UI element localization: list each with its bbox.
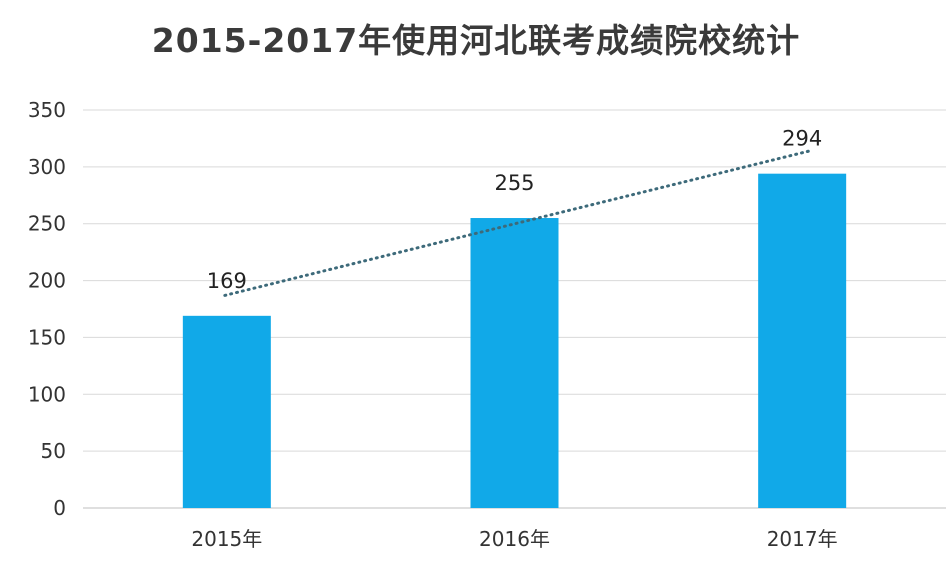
bar-1: [470, 218, 559, 508]
data-label: 255: [494, 171, 534, 195]
trendline-group: [223, 148, 814, 297]
y-tick-label: 50: [41, 439, 66, 463]
y-tick-label: 250: [28, 212, 66, 236]
y-tick-label: 350: [28, 98, 66, 122]
y-tick-label: 100: [28, 382, 66, 406]
x-tick-label: 2015年: [191, 527, 262, 551]
data-label: 169: [207, 269, 247, 293]
y-tick-label: 0: [53, 496, 66, 520]
data-labels: 169 255 294: [207, 127, 822, 293]
x-axis-ticks: 2015年 2016年 2017年: [191, 527, 837, 551]
data-label: 294: [782, 127, 822, 151]
bar-0: [182, 315, 271, 508]
x-tick-label: 2017年: [767, 527, 838, 551]
y-tick-label: 200: [28, 269, 66, 293]
chart-title: 2015-2017年使用河北联考成绩院校统计: [151, 21, 801, 60]
y-tick-label: 300: [28, 155, 66, 179]
trendline: [223, 148, 814, 297]
y-axis-ticks: 0 50 100 150 200 250 300 350: [28, 98, 66, 520]
x-tick-label: 2016年: [479, 527, 550, 551]
bar-2: [758, 173, 847, 508]
bars: [182, 173, 847, 508]
y-tick-label: 150: [28, 325, 66, 349]
